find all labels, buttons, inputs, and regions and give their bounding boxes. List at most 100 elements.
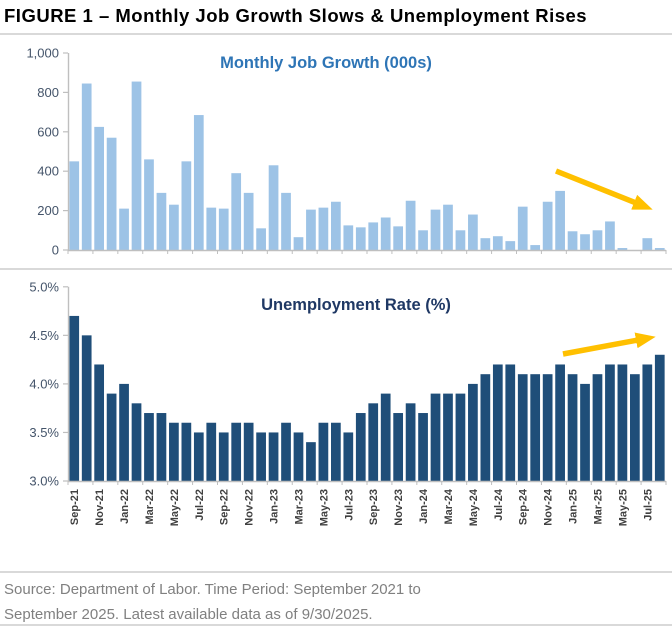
bar [231,173,242,250]
bar [318,422,329,481]
x-axis-label: May-22 [169,489,181,526]
bar [94,126,105,251]
bar [81,335,92,481]
bar [517,374,528,481]
bar [430,209,441,250]
bar [268,165,279,250]
bar [119,208,129,250]
bar [592,230,603,250]
bar [181,161,192,250]
bar [318,207,329,250]
bar [542,374,553,481]
bar [355,413,366,481]
bar [106,137,117,250]
bar [542,201,553,250]
x-axis-label: Mar-22 [144,489,156,524]
bar [281,422,291,481]
bar [106,393,117,481]
job-growth-chart: 1,000 800 600 400 200 0 Monthly Job Growth (0… [0,36,672,268]
bar [355,227,366,250]
y-tick-label: 3.5% [29,425,59,440]
job-growth-plot: 1,000 800 600 400 200 0 [26,46,667,258]
x-axis-label: Jul-22 [194,489,206,521]
divider-top [0,33,672,35]
bar [94,364,105,481]
bar [293,237,304,250]
bar [630,374,640,481]
x-axis-label: Nov-22 [244,489,256,526]
divider-bottom [0,624,672,626]
bar [69,161,80,250]
y-tick-label: 5.0% [29,279,59,294]
x-axis-label: Jul-24 [493,488,505,521]
bar [193,115,204,250]
upward-trend-arrow [562,332,656,357]
x-axis-label: Sep-21 [69,489,81,525]
y-tick-label: 0 [52,243,59,258]
bar [567,231,578,250]
bar [206,422,217,481]
bar [243,192,254,250]
x-axis-label: Nov-24 [543,488,555,526]
bar [193,432,204,481]
bar [617,248,628,250]
bar [256,432,266,481]
bar [480,238,491,250]
x-axis-label: Mar-23 [293,489,305,524]
x-axis-label: May-23 [318,489,330,526]
bar [580,383,590,481]
bar [443,204,453,250]
bar [430,393,441,481]
bar [343,225,354,251]
x-axis-label: Jan-22 [119,489,131,524]
bar [131,81,142,250]
bar [505,241,516,250]
x-axis-label: Jan-23 [269,489,281,524]
bar [293,432,304,481]
source-note: Source: Department of Labor. Time Period… [4,577,664,627]
bar [281,192,291,250]
bar [492,236,503,250]
bar [555,364,565,481]
bar [380,393,391,481]
y-tick-label: 4.5% [29,328,59,343]
bar [144,413,154,481]
bar [654,248,665,250]
bar [380,217,391,250]
bar [393,413,404,481]
bar [343,432,354,481]
bar [468,214,478,250]
bar [405,403,416,481]
bar [642,364,653,481]
bar [331,422,341,481]
x-axis-label: Nov-23 [393,489,405,526]
bar [455,230,466,250]
divider-middle [0,268,672,270]
y-tick-label: 400 [37,164,59,179]
y-tick-label: 600 [37,124,59,139]
bar [517,206,528,250]
bar [243,422,254,481]
bar [418,413,428,481]
y-tick-label: 3.0% [29,474,59,489]
bar [231,422,242,481]
bar [368,403,379,481]
bar [331,201,341,250]
bar [530,374,541,481]
bar [306,442,316,481]
bar [605,221,615,250]
bar [405,200,416,250]
x-axis-label: Sep-22 [219,489,231,525]
bar [206,207,217,250]
x-axis-label: Jul-23 [343,489,355,521]
bar [555,190,565,250]
bar [642,238,653,250]
x-axis-label: Nov-21 [94,489,106,526]
figure-title: FIGURE 1 – Monthly Job Growth Slows & Un… [4,5,588,26]
bar [181,422,192,481]
bar [492,364,503,481]
bar [256,228,266,250]
bar [119,383,129,481]
x-axis-label: Jan-24 [418,488,430,524]
x-axis-label: Jan-25 [568,489,580,524]
